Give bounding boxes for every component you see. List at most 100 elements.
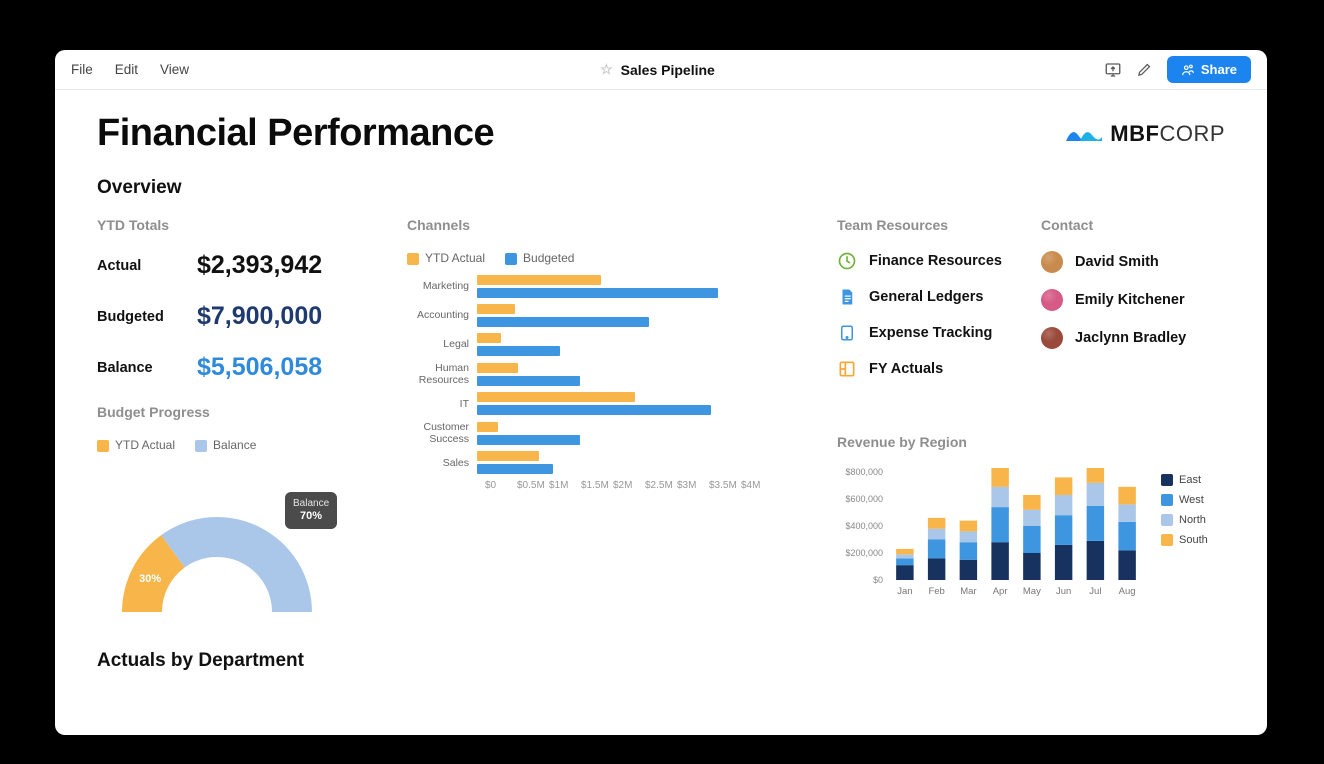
channel-label: Human Resources (407, 362, 477, 386)
channel-budgeted-bar (477, 346, 560, 356)
contact-name: Jaclynn Bradley (1075, 330, 1186, 346)
left-column: YTD Totals Actual$2,393,942 Budgeted$7,90… (97, 217, 397, 622)
menu-edit[interactable]: Edit (115, 62, 138, 77)
legend-item: North (1161, 514, 1208, 526)
svg-text:$600,000: $600,000 (845, 494, 883, 504)
share-button[interactable]: Share (1167, 56, 1251, 83)
svg-text:$0: $0 (873, 575, 883, 585)
svg-text:May: May (1023, 586, 1041, 597)
legend-item: Budgeted (505, 251, 574, 265)
channels-x-axis: $0$0.5M$1M$1.5M$2M$2.5M$3M$3.5M$4M (485, 480, 827, 491)
revenue-bar-chart: $800,000$600,000$400,000$200,000$0JanFeb… (837, 468, 1147, 598)
channel-row: IT (407, 392, 827, 415)
company-logo: MBFCORP (1066, 121, 1225, 147)
channel-label: Sales (407, 457, 477, 469)
balance-tooltip: Balance 70% (285, 492, 337, 529)
contact-item[interactable]: David Smith (1041, 251, 1225, 273)
resource-label: FY Actuals (869, 361, 943, 377)
doc-icon (837, 287, 857, 307)
channel-label: Marketing (407, 280, 477, 292)
right-column: Team Resources Finance Resources General … (837, 217, 1225, 622)
svg-text:$800,000: $800,000 (845, 468, 883, 477)
channel-row: Legal (407, 333, 827, 356)
team-resources-heading: Team Resources (837, 217, 1021, 233)
channels-legend: YTD ActualBudgeted (407, 251, 827, 265)
channel-budgeted-bar (477, 464, 553, 474)
resource-item[interactable]: General Ledgers (837, 287, 1021, 307)
avatar (1041, 327, 1063, 349)
contact-item[interactable]: Emily Kitchener (1041, 289, 1225, 311)
channel-budgeted-bar (477, 435, 580, 445)
app-window: File Edit View ☆ Sales Pipeline Share Fi… (55, 50, 1267, 735)
ytd-value: $5,506,058 (197, 353, 322, 382)
contact-name: Emily Kitchener (1075, 292, 1185, 308)
channel-actual-bar (477, 451, 539, 461)
menu-file[interactable]: File (71, 62, 93, 77)
clock-icon (837, 251, 857, 271)
channel-budgeted-bar (477, 376, 580, 386)
svg-text:$400,000: $400,000 (845, 521, 883, 531)
resource-item[interactable]: FY Actuals (837, 359, 1021, 379)
contact-heading: Contact (1041, 217, 1225, 233)
resource-item[interactable]: Finance Resources (837, 251, 1021, 271)
channel-budgeted-bar (477, 288, 718, 298)
channel-actual-bar (477, 422, 498, 432)
legend-item: East (1161, 474, 1208, 486)
resource-label: Expense Tracking (869, 325, 992, 341)
resource-label: Finance Resources (869, 253, 1002, 269)
legend-item: YTD Actual (97, 438, 175, 452)
legend-item: South (1161, 534, 1208, 546)
edit-pencil-icon[interactable] (1136, 61, 1153, 78)
avatar (1041, 251, 1063, 273)
present-icon[interactable] (1104, 61, 1122, 79)
ytd-label: Budgeted (97, 309, 197, 325)
svg-text:Jul: Jul (1089, 586, 1101, 597)
ytd-label: Actual (97, 258, 197, 274)
menu-view[interactable]: View (160, 62, 189, 77)
channel-label: Legal (407, 338, 477, 350)
channel-row: Human Resources (407, 362, 827, 386)
channel-actual-bar (477, 275, 601, 285)
channel-budgeted-bar (477, 405, 711, 415)
ytd-row: Balance$5,506,058 (97, 353, 397, 382)
contact-item[interactable]: Jaclynn Bradley (1041, 327, 1225, 349)
svg-text:Feb: Feb (928, 586, 944, 597)
document-title: Sales Pipeline (621, 62, 715, 78)
contact-name: David Smith (1075, 254, 1159, 270)
ytd-row: Budgeted$7,900,000 (97, 302, 397, 331)
channel-actual-bar (477, 363, 518, 373)
content-area: Financial Performance MBFCORP Overview Y… (55, 90, 1267, 735)
revenue-heading: Revenue by Region (837, 434, 1225, 450)
budget-progress-legend: YTD Actual Balance (97, 438, 397, 452)
budget-progress-heading: Budget Progress (97, 404, 397, 420)
legend-item: West (1161, 494, 1208, 506)
svg-text:Jan: Jan (897, 586, 912, 597)
revenue-chart-section: Revenue by Region $800,000 $600,000 $400,0… (837, 434, 1225, 623)
channel-label: Customer Success (407, 421, 477, 445)
tablet-icon (837, 323, 857, 343)
ytd-value: $2,393,942 (197, 251, 322, 280)
favorite-star-icon[interactable]: ☆ (600, 61, 613, 78)
channel-row: Marketing (407, 275, 827, 298)
page-title: Financial Performance (97, 112, 494, 155)
ytd-label: Balance (97, 360, 197, 376)
columns-icon (837, 359, 857, 379)
resource-item[interactable]: Expense Tracking (837, 323, 1021, 343)
resource-label: General Ledgers (869, 289, 983, 305)
channel-label: Accounting (407, 309, 477, 321)
legend-item: Balance (195, 438, 256, 452)
ytd-heading: YTD Totals (97, 217, 397, 233)
svg-text:Jun: Jun (1056, 586, 1071, 597)
svg-text:30%: 30% (139, 573, 161, 585)
actuals-by-dept-heading: Actuals by Department (97, 650, 1225, 672)
channel-actual-bar (477, 333, 501, 343)
avatar (1041, 289, 1063, 311)
channel-row: Sales (407, 451, 827, 474)
ytd-value: $7,900,000 (197, 302, 322, 331)
channel-actual-bar (477, 304, 515, 314)
channel-row: Accounting (407, 304, 827, 327)
svg-text:Apr: Apr (993, 586, 1008, 597)
channel-actual-bar (477, 392, 635, 402)
channels-heading: Channels (407, 217, 827, 233)
budget-progress-chart: 30% Balance 70% (97, 462, 357, 622)
